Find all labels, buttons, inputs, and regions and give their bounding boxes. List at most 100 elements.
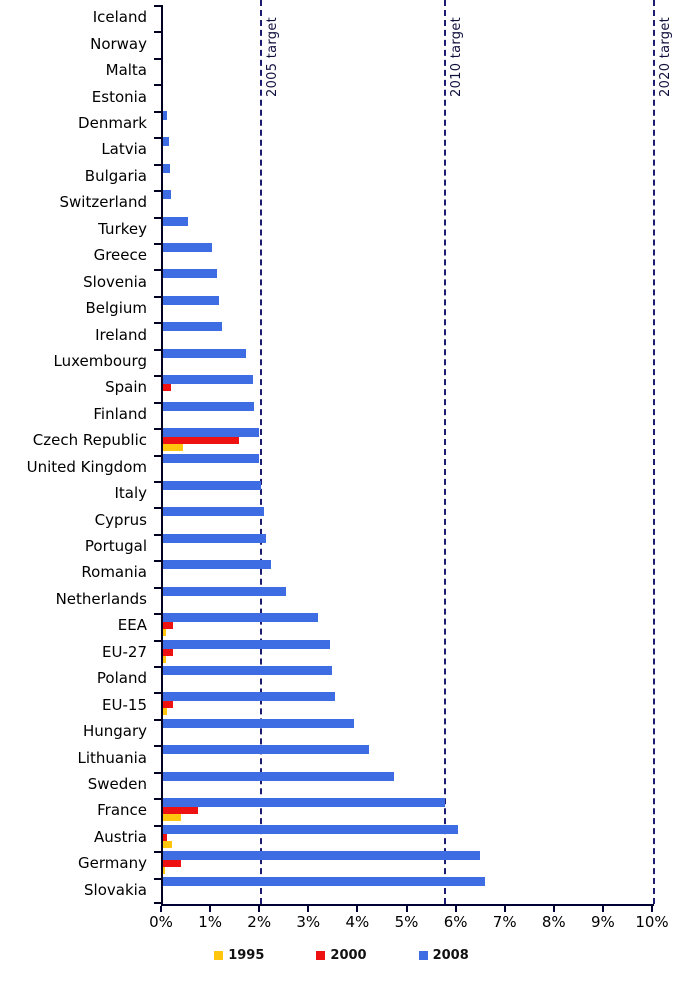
category-label-hungary: Hungary xyxy=(82,722,147,741)
y-axis-tick xyxy=(154,851,161,854)
bar-1995-eu-27 xyxy=(163,655,167,663)
legend: 1995 2000 2008 xyxy=(0,948,683,963)
y-axis-tick xyxy=(154,745,161,748)
bar-1995-eu-15 xyxy=(163,708,167,716)
y-axis-tick xyxy=(154,692,161,695)
y-axis-labels: Iceland Norway Malta Estonia Denmark Latvia Bu… xyxy=(0,5,153,906)
bar-2008-latvia xyxy=(163,137,169,147)
y-axis-tick xyxy=(154,137,161,140)
category-label-eu-27: EU-27 xyxy=(102,642,147,661)
legend-swatch-2008 xyxy=(418,951,428,960)
bar-row xyxy=(163,58,654,84)
y-axis-tick xyxy=(154,718,161,721)
category-label-switzerland: Switzerland xyxy=(59,193,148,212)
category-label-portugal: Portugal xyxy=(84,537,147,556)
y-axis-tick xyxy=(154,242,161,245)
category-label-malta: Malta xyxy=(105,61,147,80)
target-line-2010 xyxy=(444,0,447,904)
bar-2000-france xyxy=(163,807,199,815)
bar-2008-eea xyxy=(163,613,318,623)
legend-swatch-2000 xyxy=(316,951,326,960)
bar-row xyxy=(163,586,654,613)
legend-label-2008: 2008 xyxy=(432,948,469,963)
category-label-spain: Spain xyxy=(105,378,147,397)
bar-2000-germany xyxy=(163,860,182,867)
bar-row xyxy=(163,877,654,903)
y-axis-tick xyxy=(154,902,161,904)
category-label-romania: Romania xyxy=(81,563,147,582)
bar-2000-czech-republic xyxy=(163,437,240,444)
y-axis-tick xyxy=(154,560,161,563)
category-label-cyprus: Cyprus xyxy=(94,510,147,529)
bar-2000-austria xyxy=(163,833,167,841)
bar-2008-united-kingdom xyxy=(163,454,259,464)
bar-row xyxy=(163,480,654,507)
x-tick-label-3: 3% xyxy=(296,913,321,931)
category-label-bulgaria: Bulgaria xyxy=(84,166,147,185)
category-label-latvia: Latvia xyxy=(101,140,147,159)
y-axis-tick xyxy=(154,163,161,166)
y-axis-tick xyxy=(154,507,161,510)
bar-row xyxy=(163,665,654,692)
legend-swatch-1995 xyxy=(214,951,224,960)
y-axis-tick xyxy=(154,5,161,7)
category-label-lithuania: Lithuania xyxy=(77,748,147,767)
bar-2000-eu-27 xyxy=(163,648,173,656)
category-label-eu-15: EU-15 xyxy=(102,695,147,714)
bar-2008-france xyxy=(163,798,446,808)
target-label-2020: 2020 target xyxy=(658,16,673,97)
x-axis-tick xyxy=(552,906,555,912)
x-tick-label-7: 7% xyxy=(492,913,517,931)
bar-row xyxy=(163,692,654,718)
y-axis-tick xyxy=(154,613,161,616)
bar-row xyxy=(163,110,654,137)
y-axis-tick xyxy=(154,666,161,669)
y-axis-tick xyxy=(154,480,161,483)
bar-2000-spain xyxy=(163,384,172,392)
category-label-greece: Greece xyxy=(93,246,147,265)
y-axis-tick xyxy=(154,639,161,642)
x-axis-tick xyxy=(601,906,604,912)
legend-label-2000: 2000 xyxy=(330,948,367,963)
y-axis-tick xyxy=(154,295,161,298)
y-axis-tick xyxy=(154,798,161,801)
x-axis-tick xyxy=(209,906,212,912)
x-axis-tick xyxy=(160,906,162,912)
bar-row xyxy=(163,401,654,428)
x-axis-tick xyxy=(307,906,310,912)
category-label-iceland: Iceland xyxy=(92,8,147,27)
bar-2008-austria xyxy=(163,824,458,834)
y-axis-tick xyxy=(154,110,161,113)
bar-row xyxy=(163,84,654,110)
bar-2008-eu-15 xyxy=(163,692,335,702)
target-line-2020 xyxy=(653,0,655,904)
bar-2008-cyprus xyxy=(163,507,264,517)
bar-2008-netherlands xyxy=(163,586,286,596)
category-label-luxembourg: Luxembourg xyxy=(53,351,148,370)
bar-2008-poland xyxy=(163,665,333,675)
x-tick-label-5: 5% xyxy=(394,913,419,931)
bar-row xyxy=(163,613,654,639)
category-label-czech-republic: Czech Republic xyxy=(32,431,147,450)
y-axis-tick xyxy=(154,375,161,378)
bar-row xyxy=(163,137,654,163)
y-axis-tick xyxy=(154,31,161,34)
bar-row xyxy=(163,639,654,666)
x-tick-label-4: 4% xyxy=(345,913,370,931)
target-line-2005 xyxy=(260,0,263,904)
category-label-france: France xyxy=(97,801,147,820)
y-axis-tick xyxy=(154,877,161,880)
bar-2008-ireland xyxy=(163,322,222,332)
bar-row xyxy=(163,348,654,375)
category-label-belgium: Belgium xyxy=(85,299,148,318)
category-label-denmark: Denmark xyxy=(78,113,147,132)
bar-row xyxy=(163,718,654,745)
bar-2008-bulgaria xyxy=(163,163,171,173)
bar-row xyxy=(163,851,654,877)
bar-2008-luxembourg xyxy=(163,348,247,358)
bar-row xyxy=(163,798,654,824)
y-axis-tick xyxy=(154,586,161,589)
bar-2008-spain xyxy=(163,375,253,385)
bar-row xyxy=(163,375,654,401)
bar-2008-hungary xyxy=(163,718,355,728)
